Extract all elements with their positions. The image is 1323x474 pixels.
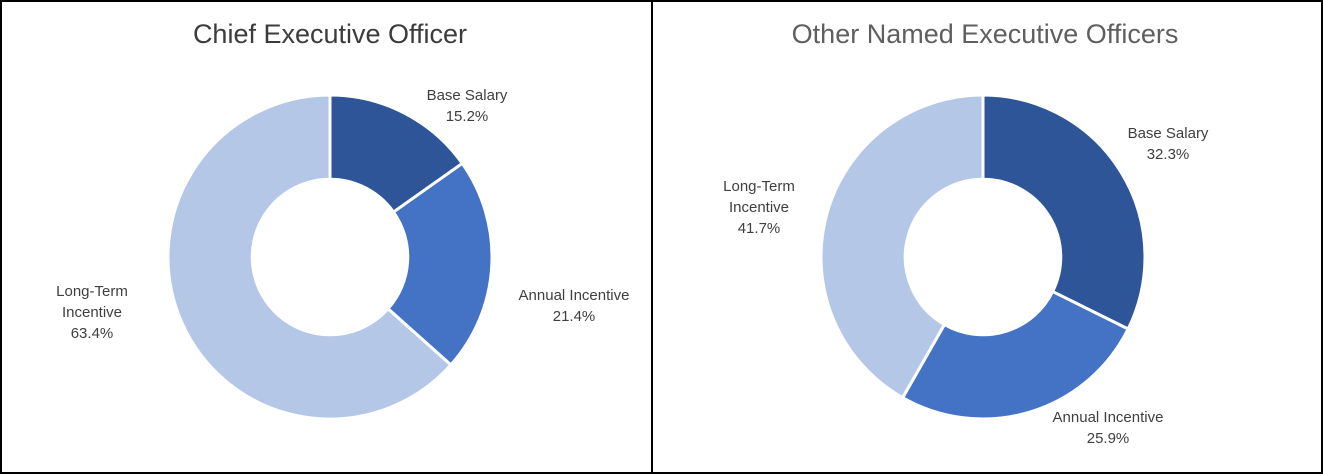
neo-label-annual-incentive: Annual Incentive 25.9% (1053, 407, 1164, 449)
slice-label-percent: 32.3% (1146, 146, 1190, 163)
slice-label-percent: 25.9% (1086, 430, 1130, 447)
ceo-label-base-salary: Base Salary 15.2% (427, 85, 508, 127)
donut-slice-annual-incentive (901, 290, 1130, 421)
neo-donut-chart (819, 93, 1147, 421)
slice-label-percent: 21.4% (552, 308, 596, 325)
slice-label-text: Long-Term Incentive (56, 283, 128, 321)
ceo-donut-chart (166, 93, 494, 421)
slice-label-percent: 15.2% (445, 108, 489, 125)
ceo-chart-panel: Chief Executive Officer Base Salary 15.2… (2, 2, 653, 472)
slice-label-text: Annual Incentive (1052, 409, 1164, 426)
neo-label-base-salary: Base Salary 32.3% (1128, 123, 1209, 165)
slice-label-text: Long-Term Incentive (723, 178, 795, 216)
donut-slice-long-term-incentive (166, 93, 453, 421)
ceo-label-long-term-incentive: Long-Term Incentive 63.4% (45, 281, 139, 344)
donut-slice-base-salary (981, 93, 1147, 331)
slice-label-text: Annual Incentive (518, 287, 630, 304)
neo-label-long-term-incentive: Long-Term Incentive 41.7% (712, 176, 806, 239)
donut-slice-annual-incentive (386, 161, 494, 367)
ceo-chart-title: Chief Executive Officer (192, 19, 468, 49)
slice-label-text: Base Salary (1127, 125, 1209, 142)
donut-slice-long-term-incentive (819, 93, 985, 400)
slice-label-percent: 41.7% (737, 220, 781, 237)
slice-label-text: Base Salary (426, 87, 508, 104)
ceo-label-annual-incentive: Annual Incentive 21.4% (519, 285, 630, 327)
neo-chart-panel: Other Named Executive Officers Base Sala… (653, 2, 1321, 472)
neo-chart-title: Other Named Executive Officers (791, 19, 1179, 49)
slice-label-percent: 63.4% (70, 325, 114, 342)
